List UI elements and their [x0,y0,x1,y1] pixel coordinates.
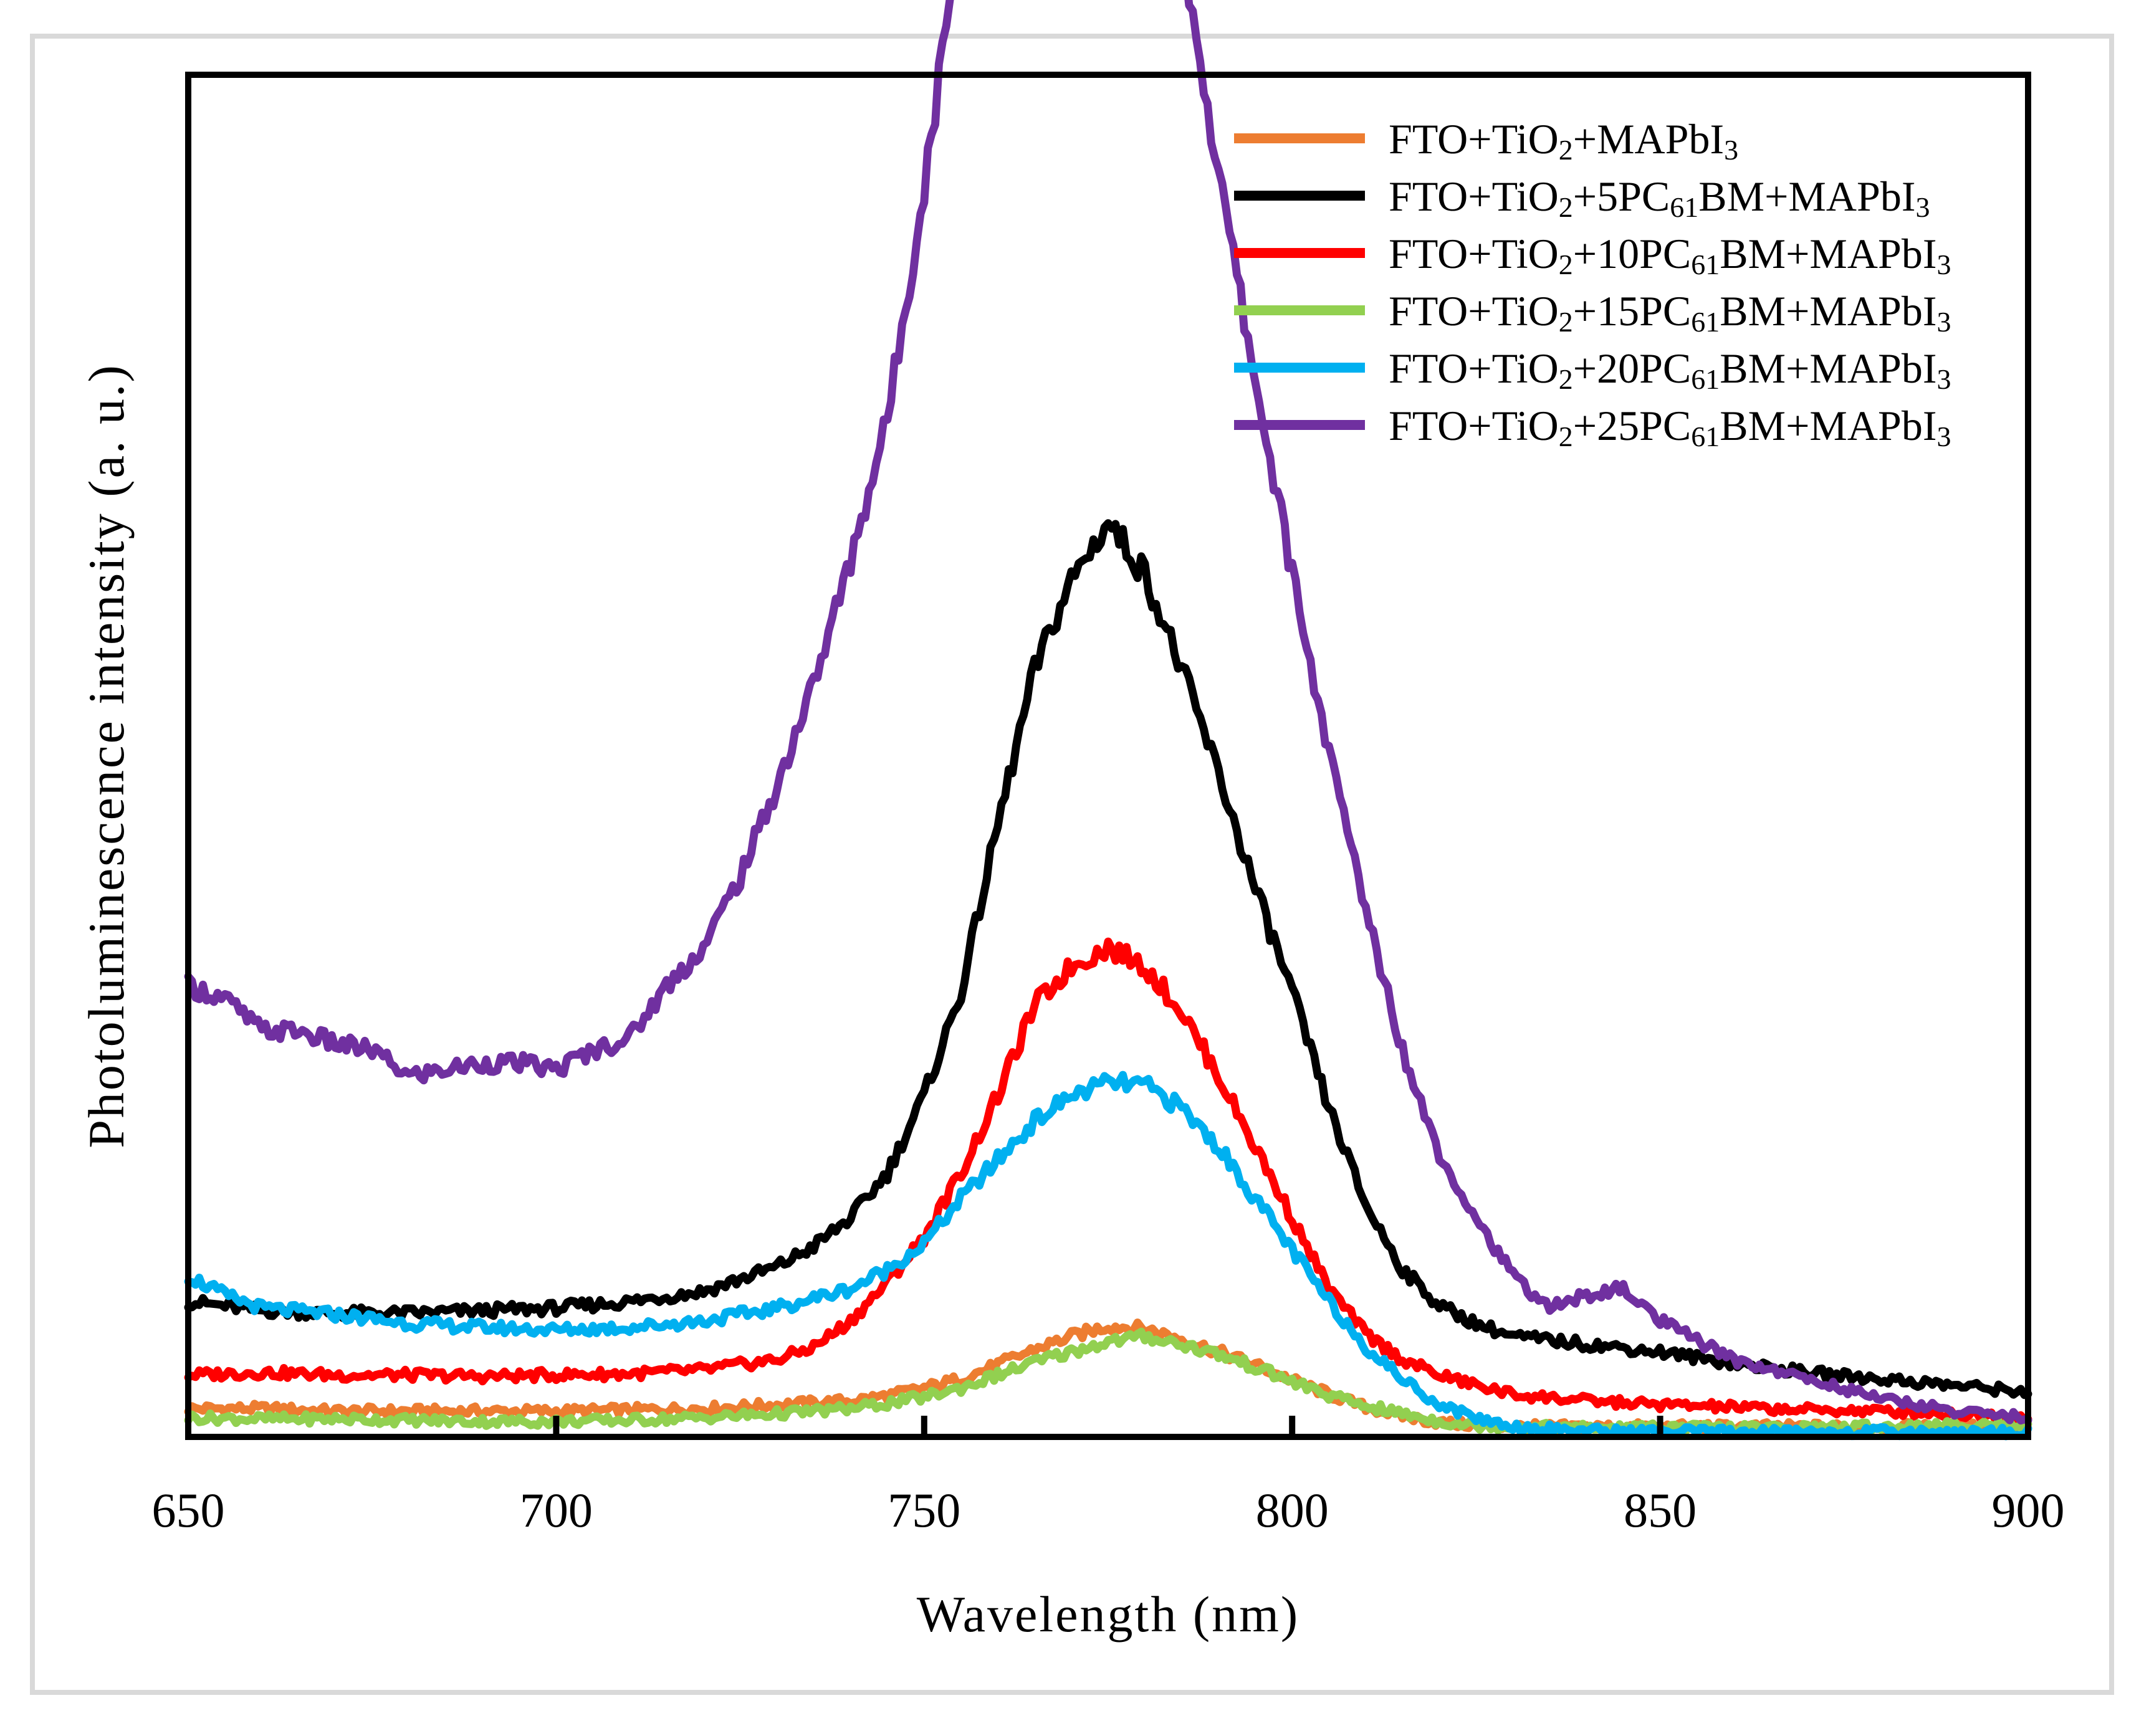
legend: FTO+TiO2+MAPbI3 FTO+TiO2+5PC61BM+MAPbI3 FT… [1234,115,1951,452]
x-tick-label-750: 750 [888,1483,960,1537]
series-line-fto-tio2-10pc61bm-mapbi3 [184,937,2032,1425]
x-tick-label-900: 900 [1992,1483,2065,1537]
y-axis-title: Photoluminescence intensity (a. u.) [78,363,135,1148]
plot-area [185,72,2031,1440]
x-tick-label-650: 650 [152,1483,225,1537]
series-line-fto-tio2-15pc61bm-mapbi3 [184,1327,2032,1437]
x-tick-label-850: 850 [1624,1483,1697,1537]
series-line-fto-tio2-20pc61bm-mapbi3 [184,1071,2032,1441]
x-axis-title: Wavelength (nm) [917,1586,1299,1643]
legend-label-fto-tio2-mapbi3: FTO+TiO2+MAPbI3 [1389,115,1738,166]
series-line-fto-tio2-5pc61bm-mapbi3 [184,519,2032,1400]
legend-label-fto-tio2-15pc61bm-mapbi3: FTO+TiO2+15PC61BM+MAPbI3 [1389,287,1951,338]
series-layer [184,0,2032,1441]
legend-label-fto-tio2-25pc61bm-mapbi3: FTO+TiO2+25PC61BM+MAPbI3 [1389,402,1951,452]
x-tick-label-700: 700 [520,1483,593,1537]
x-axis-ticks: 650 700 750 800 850 900 [152,1416,2065,1537]
legend-label-fto-tio2-5pc61bm-mapbi3: FTO+TiO2+5PC61BM+MAPbI3 [1389,173,1930,223]
series-line-fto-tio2-25pc61bm-mapbi3 [184,0,2032,1425]
legend-label-fto-tio2-10pc61bm-mapbi3: FTO+TiO2+10PC61BM+MAPbI3 [1389,230,1951,280]
x-tick-label-800: 800 [1256,1483,1329,1537]
legend-label-fto-tio2-20pc61bm-mapbi3: FTO+TiO2+20PC61BM+MAPbI3 [1389,345,1951,395]
